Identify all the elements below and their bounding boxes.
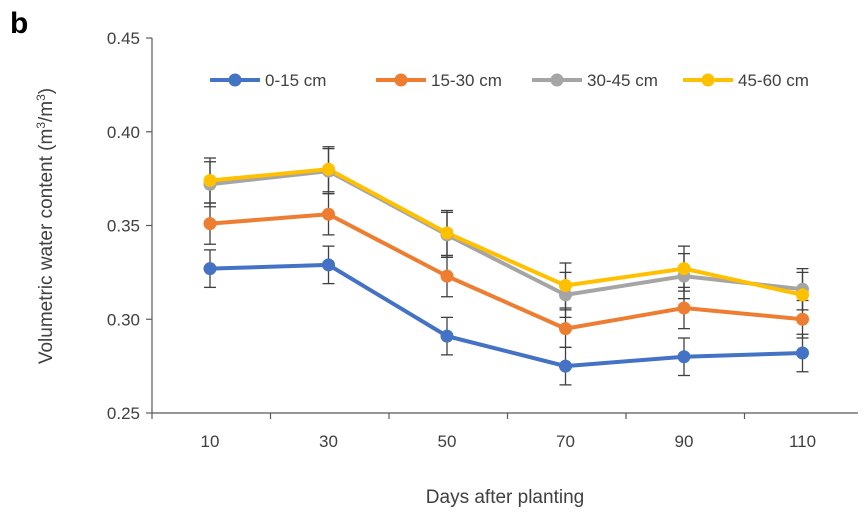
- y-axis-title-end: ): [36, 88, 57, 94]
- data-point: [559, 359, 572, 373]
- x-tick-label: 110: [789, 432, 816, 451]
- data-point: [677, 350, 691, 364]
- y-tick-label: 0.25: [107, 404, 140, 423]
- data-point: [677, 301, 691, 315]
- data-point: [440, 226, 454, 240]
- series-line: [209, 262, 803, 369]
- data-point: [796, 346, 809, 360]
- data-point: [322, 258, 335, 272]
- legend-label: 0-15 cm: [265, 71, 326, 90]
- data-point: [203, 262, 217, 276]
- series-line: [209, 169, 803, 297]
- legend: 0-15 cm 15-30 cm 30-45 cm 45-60 cm: [210, 71, 809, 90]
- data-point: [322, 207, 335, 221]
- x-tick-label: 10: [201, 432, 220, 451]
- legend-label: 45-60 cm: [738, 71, 809, 90]
- y-axis-title-mid: /m: [36, 101, 57, 122]
- y-axis-title: Volumetric water content (m3/m3): [34, 88, 57, 364]
- y-axis-title-sup1: 3: [34, 122, 48, 129]
- legend-marker: [228, 73, 242, 87]
- y-tick-label: 0.45: [107, 29, 140, 48]
- x-tick-label: 70: [556, 432, 575, 451]
- x-tick-label: 50: [438, 432, 457, 451]
- legend-marker: [701, 73, 715, 87]
- series-line: [209, 167, 803, 297]
- data-point: [677, 262, 691, 276]
- series-line: [209, 212, 803, 331]
- data-point: [559, 322, 572, 336]
- y-tick-label: 0.40: [107, 123, 140, 142]
- data-point: [559, 279, 572, 292]
- y-tick-label: 0.30: [107, 310, 140, 329]
- y-axis-title-sup2: 3: [34, 94, 48, 101]
- y-tick-label: 0.35: [107, 217, 140, 236]
- legend-marker: [550, 73, 564, 87]
- y-axis-title-main: Volumetric water content (m: [36, 129, 57, 364]
- panel-label: b: [10, 7, 28, 40]
- data-point: [559, 288, 572, 302]
- legend-marker: [394, 73, 408, 87]
- series-markers: [203, 162, 809, 373]
- legend-label: 30-45 cm: [587, 71, 658, 90]
- x-tick-label: 90: [675, 432, 694, 451]
- x-axis-title: Days after planting: [426, 487, 584, 508]
- data-point: [440, 269, 454, 283]
- data-point: [796, 312, 809, 326]
- data-point: [203, 174, 217, 187]
- axes: 0.25 0.30 0.35 0.40 0.45 10 30 50 70 90 110: [107, 29, 858, 451]
- data-point: [440, 329, 454, 343]
- data-point: [203, 217, 217, 231]
- x-tick-label: 30: [319, 432, 338, 451]
- legend-label: 15-30 cm: [431, 71, 502, 90]
- data-point: [322, 162, 335, 176]
- series-lines: [209, 167, 803, 369]
- data-point: [796, 288, 809, 302]
